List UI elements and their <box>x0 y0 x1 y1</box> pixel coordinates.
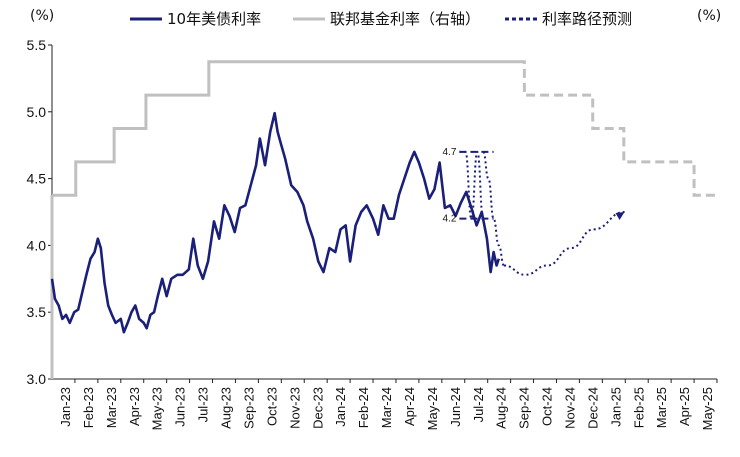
legend-item: 利率路径预测 <box>505 10 632 28</box>
y-tick-label: 3.0 <box>27 371 47 387</box>
x-tick-label: Dec-24 <box>585 387 600 429</box>
x-tick-label: Mar-23 <box>104 387 119 428</box>
x-tick-label: Feb-24 <box>356 387 371 428</box>
fed-funds-projected-line <box>517 60 717 197</box>
legend-label: 联邦基金利率（右轴） <box>330 10 480 28</box>
reference-level-label: 4.2 <box>443 214 457 225</box>
ust10y-line <box>50 111 501 334</box>
fed-funds-series <box>50 60 717 379</box>
x-tick-label: Oct-23 <box>264 387 279 426</box>
x-tick-label: Nov-24 <box>562 387 577 429</box>
x-tick-label: Mar-24 <box>379 387 394 428</box>
x-tick-label: Feb-23 <box>81 387 96 428</box>
x-tick-label: Jan-25 <box>608 387 623 427</box>
legend-item: 联邦基金利率（右轴） <box>293 10 480 28</box>
legend: 10年美债利率 联邦基金利率（右轴） 利率路径预测 <box>130 10 632 28</box>
x-tick-label: May-23 <box>150 387 165 430</box>
forecast-arrow-head <box>615 212 625 220</box>
y-tick-label: 4.0 <box>27 237 47 253</box>
forecast-path <box>503 211 625 276</box>
x-tick-label: Sep-24 <box>517 387 532 429</box>
reference-level-label: 4.7 <box>443 147 457 158</box>
x-tick-label: Apr-23 <box>127 387 142 426</box>
y-tick-label: 5.5 <box>27 37 47 53</box>
x-tick-label: Jul-23 <box>196 387 211 422</box>
x-tick-label: Apr-25 <box>677 387 692 426</box>
x-tick-label: Aug-24 <box>494 387 509 429</box>
y-tick-label: 3.5 <box>27 304 47 320</box>
x-tick-label: Jun-24 <box>448 387 463 427</box>
rate-path-forecast-series <box>459 150 625 276</box>
x-tick-label: Aug-23 <box>219 387 234 429</box>
x-tick-label: Jul-24 <box>471 387 486 422</box>
forecast-path <box>482 150 505 267</box>
annotations: 4.7 4.2 <box>443 147 494 225</box>
fed-funds-line <box>52 60 518 197</box>
x-tick-label: Jan-24 <box>333 387 348 427</box>
y-tick-label: 5.0 <box>27 104 47 120</box>
axes: 3.0 3.5 4.0 4.5 5.0 5.5 Jan-23 Feb-23 Mar-23 Apr-… <box>27 37 718 430</box>
x-tick-label: Apr-24 <box>402 387 417 426</box>
x-tick-label: Mar-25 <box>654 387 669 428</box>
x-tick-label: Jan-23 <box>58 387 73 427</box>
x-tick-label: May-24 <box>425 387 440 430</box>
ust10y-series <box>50 111 501 334</box>
x-tick-label: Oct-24 <box>540 387 555 426</box>
x-tick-label: May-25 <box>700 387 715 430</box>
legend-label: 10年美债利率 <box>167 10 261 28</box>
x-tick-label: Dec-23 <box>310 387 325 429</box>
x-tick-label: Nov-23 <box>287 387 302 429</box>
x-tick-label: Sep-23 <box>241 387 256 429</box>
x-tick-label: Jun-23 <box>173 387 188 427</box>
left-axis-unit: (%) <box>30 8 54 24</box>
x-tick-label: Feb-25 <box>631 387 646 428</box>
legend-label: 利率路径预测 <box>542 10 632 28</box>
y-tick-label: 4.5 <box>27 171 47 187</box>
right-axis-unit: (%) <box>697 8 721 24</box>
legend-item: 10年美债利率 <box>130 10 261 28</box>
